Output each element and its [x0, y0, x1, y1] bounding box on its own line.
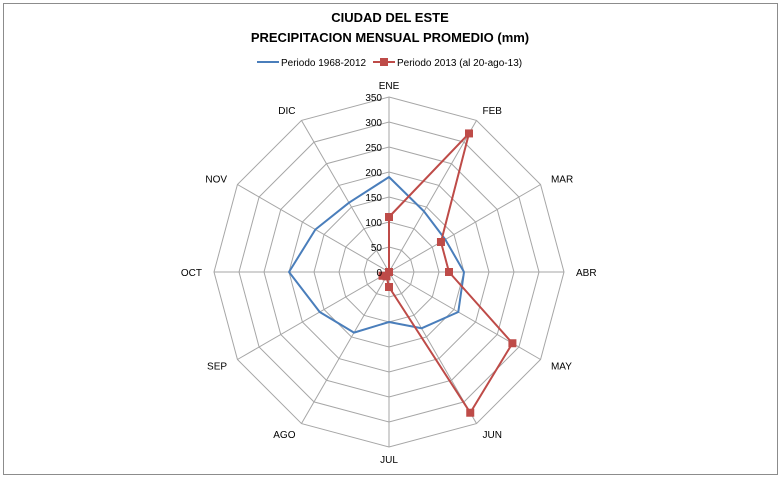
- data-point: [508, 339, 517, 348]
- category-label: ENE: [379, 81, 400, 92]
- grid-spoke: [388, 120, 477, 273]
- r-tick-label: 250: [365, 143, 382, 154]
- data-point: [465, 129, 473, 138]
- category-label: OCT: [181, 268, 202, 279]
- category-label: MAY: [551, 362, 572, 373]
- legend-swatch-marker: [380, 58, 388, 66]
- r-tick-label: 50: [371, 243, 383, 254]
- legend-entry-label: Periodo 2013 (al 20-ago-13): [397, 58, 522, 69]
- category-label: NOV: [205, 175, 227, 186]
- chart-subtitle: PRECIPITACION MENSUAL PROMEDIO (mm): [251, 30, 529, 45]
- data-point: [385, 213, 393, 221]
- data-point: [466, 408, 475, 417]
- series-line: [288, 176, 465, 334]
- category-label: AGO: [273, 430, 295, 441]
- series-layer: [288, 129, 517, 417]
- category-label: FEB: [483, 106, 503, 117]
- grid-spoke: [237, 184, 390, 273]
- category-label: MAR: [551, 175, 573, 186]
- grid-spoke: [388, 184, 541, 273]
- chart-title: CIUDAD DEL ESTE: [331, 10, 449, 25]
- r-tick-label: 0: [376, 268, 382, 279]
- category-label: DIC: [278, 106, 295, 117]
- data-point: [445, 268, 453, 276]
- legend-entry-label: Periodo 1968-2012: [281, 58, 367, 69]
- r-tick-label: 350: [365, 93, 382, 104]
- legend: Periodo 1968-2012 Periodo 2013 (al 20-ago…: [257, 58, 522, 69]
- grid-spoke: [301, 120, 390, 273]
- data-point: [378, 271, 387, 280]
- category-label: SEP: [207, 362, 227, 373]
- r-tick-label: 150: [365, 193, 382, 204]
- r-tick-label: 100: [365, 218, 382, 229]
- data-point: [436, 238, 445, 246]
- category-label: ABR: [576, 268, 597, 279]
- r-tick-label: 200: [365, 168, 382, 179]
- grid-spoke: [237, 271, 390, 360]
- r-tick-label: 300: [365, 118, 382, 129]
- data-point: [385, 268, 393, 276]
- data-point: [385, 283, 393, 291]
- category-label: JUL: [380, 455, 398, 466]
- category-label: JUN: [483, 430, 502, 441]
- grid-spoke: [301, 271, 390, 424]
